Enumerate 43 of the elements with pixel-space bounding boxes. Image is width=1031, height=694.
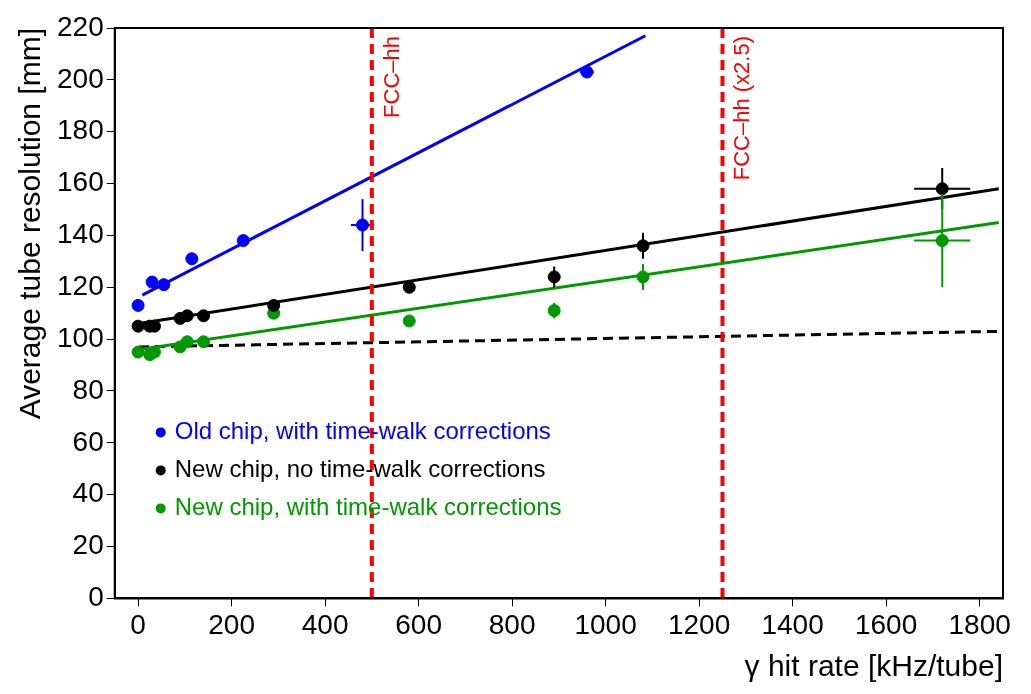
y-tick-label: 0 <box>88 581 104 613</box>
x-axis-title: γ hit rate [kHz/tube] <box>744 649 1003 683</box>
ref-line-label: FCC–hh <box>378 36 404 118</box>
x-tick-label: 0 <box>130 608 146 640</box>
y-tick-label: 160 <box>57 166 104 198</box>
x-tick-label: 400 <box>301 608 349 640</box>
point <box>185 252 199 266</box>
x-tick-label: 1000 <box>574 608 637 640</box>
point <box>180 309 194 323</box>
point <box>131 319 145 333</box>
y-tick-label: 80 <box>72 373 104 405</box>
point <box>131 298 145 312</box>
x-tick-label: 600 <box>395 608 442 640</box>
point <box>157 278 171 292</box>
x-tick-label: 1600 <box>854 608 918 640</box>
x-tick-label: 1200 <box>667 608 731 640</box>
x-tick-label: 1800 <box>948 608 1011 640</box>
point <box>402 314 416 328</box>
point <box>197 309 211 323</box>
point <box>402 280 416 294</box>
legend-label: New chip, with time-walk corrections <box>174 493 562 521</box>
point <box>267 298 281 312</box>
y-tick-label: 180 <box>57 114 104 146</box>
y-axis-title: Average tube resolution [mm] <box>13 28 47 420</box>
point <box>131 345 145 359</box>
y-tick-label: 140 <box>57 218 104 250</box>
x-tick-label: 800 <box>488 608 536 640</box>
x-tick-label: 200 <box>208 608 255 640</box>
y-tick-label: 60 <box>72 425 104 457</box>
legend-label: Old chip, with time-walk corrections <box>174 417 551 445</box>
y-tick-label: 100 <box>57 321 104 353</box>
y-tick-label: 40 <box>72 477 104 509</box>
y-tick-label: 200 <box>57 62 104 94</box>
y-tick-label: 220 <box>57 10 104 42</box>
y-tick-label: 20 <box>72 529 104 561</box>
legend-label: New chip, no time-walk corrections <box>174 455 546 483</box>
point <box>197 335 211 349</box>
point <box>236 234 250 248</box>
point <box>145 275 159 289</box>
ref-line-label: FCC–hh (x2.5) <box>729 36 755 181</box>
point <box>180 335 194 349</box>
y-tick-label: 120 <box>57 269 104 301</box>
x-tick-label: 1400 <box>761 608 824 640</box>
